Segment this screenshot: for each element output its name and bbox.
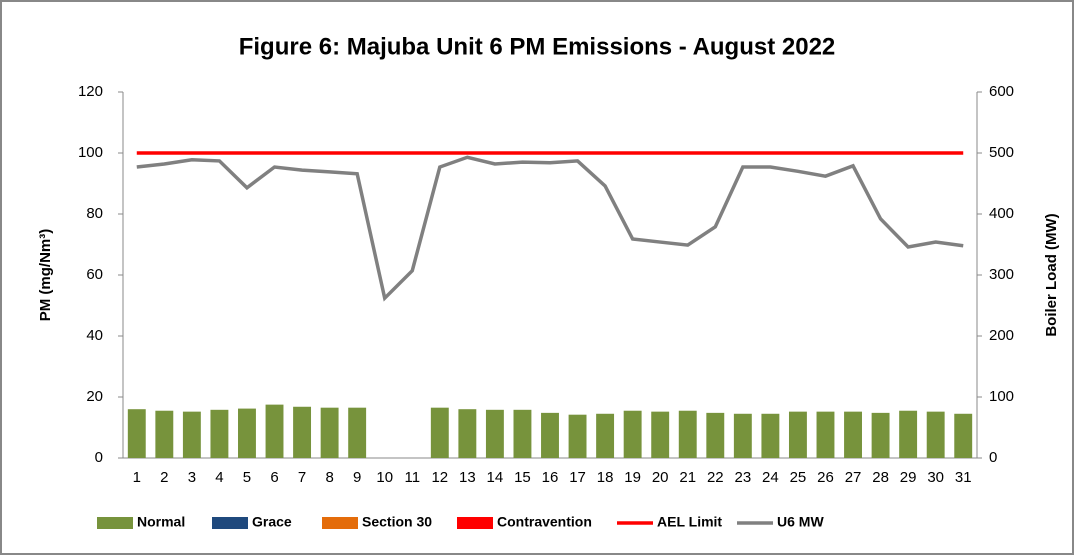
x-tick-label: 1 (133, 469, 141, 486)
x-tick-label: 18 (597, 469, 614, 486)
legend-label: AEL Limit (657, 514, 722, 530)
bar (485, 409, 504, 458)
bar (623, 410, 642, 458)
y2-tick-label: 400 (989, 205, 1014, 222)
bar (541, 412, 559, 458)
bar (348, 407, 367, 458)
x-tick-label: 24 (762, 469, 779, 486)
x-tick-label: 3 (188, 469, 196, 486)
x-tick-label: 6 (270, 469, 278, 486)
x-tick-label: 2 (160, 469, 168, 486)
x-tick-label: 14 (487, 469, 504, 486)
bar (238, 408, 256, 458)
bar (458, 409, 477, 458)
bar (320, 407, 339, 458)
bar (651, 411, 670, 458)
x-tick-label: 12 (431, 469, 448, 486)
bar (678, 410, 697, 458)
bar (265, 404, 284, 458)
y-tick-label: 20 (86, 388, 103, 405)
bar (871, 412, 890, 458)
legend-label: Normal (137, 514, 185, 530)
bar (293, 406, 312, 458)
y2-tick-label: 600 (989, 83, 1014, 100)
line (136, 155, 964, 302)
x-tick-label: 11 (404, 469, 420, 486)
y2-axis-title: Boiler Load (MW) (1043, 213, 1060, 336)
x-tick-label: 4 (215, 469, 223, 486)
legend-label: Contravention (497, 514, 592, 530)
bar (596, 413, 615, 458)
bar (706, 412, 725, 458)
x-tick-label: 21 (679, 469, 696, 486)
y-tick-label: 100 (78, 144, 103, 161)
y-axis-title: PM (mg/Nm³) (37, 229, 54, 322)
x-tick-label: 7 (298, 469, 306, 486)
bar (568, 414, 587, 458)
legend-swatch (457, 517, 493, 529)
x-tick-label: 13 (459, 469, 476, 486)
y2-tick-label: 0 (989, 449, 997, 466)
x-tick-label: 19 (624, 469, 641, 486)
bar (210, 409, 229, 458)
y-tick-label: 80 (86, 205, 103, 222)
legend-swatch (322, 517, 358, 529)
bar (954, 413, 973, 458)
x-tick-label: 16 (542, 469, 559, 486)
chart-title: Figure 6: Majuba Unit 6 PM Emissions - A… (239, 33, 836, 60)
bar (899, 410, 918, 458)
bar (788, 411, 807, 458)
bar (761, 413, 780, 458)
x-tick-label: 25 (790, 469, 807, 486)
legend-label: U6 MW (777, 514, 824, 530)
bar (127, 409, 146, 458)
y2-tick-label: 500 (989, 144, 1014, 161)
bar (182, 411, 201, 458)
bar (816, 411, 835, 458)
x-tick-label: 28 (872, 469, 889, 486)
x-tick-label: 9 (353, 469, 361, 486)
x-tick-label: 31 (955, 469, 972, 486)
x-tick-label: 27 (845, 469, 862, 486)
legend-swatch (212, 517, 248, 529)
x-tick-label: 10 (376, 469, 393, 486)
bar (430, 407, 449, 458)
bar (926, 411, 945, 458)
x-tick-label: 29 (900, 469, 917, 486)
legend-swatch (97, 517, 133, 529)
y-tick-label: 40 (86, 327, 103, 344)
legend-label: Grace (252, 514, 292, 530)
y2-tick-label: 300 (989, 266, 1014, 283)
x-tick-label: 5 (243, 469, 251, 486)
y-tick-label: 120 (78, 83, 103, 100)
x-tick-label: 22 (707, 469, 724, 486)
bar (844, 411, 862, 458)
x-tick-label: 20 (652, 469, 669, 486)
y-tick-label: 0 (95, 449, 103, 466)
y2-tick-label: 200 (989, 327, 1014, 344)
y-tick-label: 60 (86, 266, 103, 283)
x-tick-label: 23 (734, 469, 751, 486)
bar (155, 410, 174, 458)
x-tick-label: 30 (927, 469, 944, 486)
x-tick-label: 26 (817, 469, 834, 486)
bar (733, 413, 752, 458)
x-tick-label: 17 (569, 469, 586, 486)
x-tick-label: 8 (325, 469, 333, 486)
x-tick-label: 15 (514, 469, 531, 486)
legend-label: Section 30 (362, 514, 432, 530)
bar (513, 409, 532, 458)
y2-tick-label: 100 (989, 388, 1014, 405)
